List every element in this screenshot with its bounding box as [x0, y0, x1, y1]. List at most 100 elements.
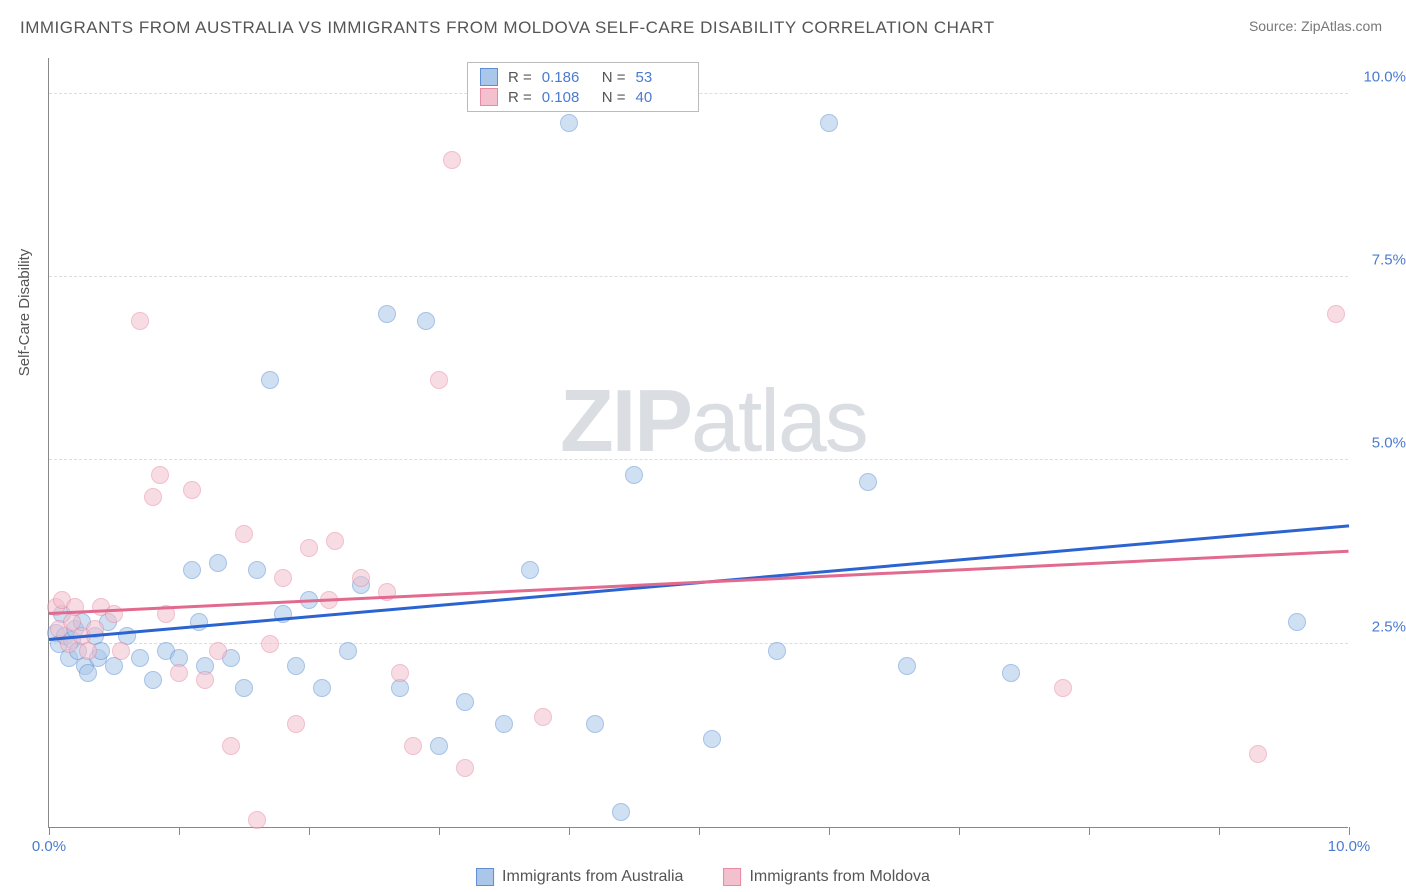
data-point [586, 715, 604, 733]
x-tick [699, 827, 700, 835]
legend-label: Immigrants from Moldova [749, 868, 930, 886]
y-axis-title: Self-Care Disability [16, 249, 33, 377]
data-point [151, 466, 169, 484]
stat-n-label: N = [602, 69, 626, 86]
data-point [287, 715, 305, 733]
data-point [456, 759, 474, 777]
data-point [430, 737, 448, 755]
data-point [378, 583, 396, 601]
y-tick-label: 10.0% [1363, 68, 1406, 85]
data-point [79, 642, 97, 660]
data-point [131, 649, 149, 667]
data-point [430, 371, 448, 389]
gridline [49, 276, 1348, 277]
x-tick-label: 10.0% [1328, 838, 1371, 855]
x-tick [1349, 827, 1350, 835]
data-point [768, 642, 786, 660]
data-point [183, 561, 201, 579]
y-tick-label: 7.5% [1372, 252, 1406, 269]
data-point [443, 151, 461, 169]
stats-legend-row: R = 0.186 N = 53 [480, 67, 686, 87]
stat-n-value: 40 [636, 89, 686, 106]
stat-r-label: R = [508, 69, 532, 86]
data-point [625, 466, 643, 484]
data-point [183, 481, 201, 499]
legend-swatch [480, 88, 498, 106]
stat-r-value: 0.108 [542, 89, 592, 106]
x-tick [439, 827, 440, 835]
data-point [859, 473, 877, 491]
x-tick [1219, 827, 1220, 835]
data-point [703, 730, 721, 748]
x-tick [179, 827, 180, 835]
data-point [209, 642, 227, 660]
x-tick [309, 827, 310, 835]
data-point [1054, 679, 1072, 697]
x-tick [959, 827, 960, 835]
data-point [495, 715, 513, 733]
trend-line [49, 550, 1349, 615]
data-point [404, 737, 422, 755]
data-point [235, 679, 253, 697]
stat-r-value: 0.186 [542, 69, 592, 86]
data-point [222, 737, 240, 755]
x-tick [829, 827, 830, 835]
data-point [248, 811, 266, 829]
chart-title: IMMIGRANTS FROM AUSTRALIA VS IMMIGRANTS … [20, 18, 995, 38]
stat-n-label: N = [602, 89, 626, 106]
legend-swatch [476, 868, 494, 886]
data-point [1327, 305, 1345, 323]
data-point [235, 525, 253, 543]
stat-r-label: R = [508, 89, 532, 106]
data-point [521, 561, 539, 579]
data-point [274, 569, 292, 587]
legend-swatch [480, 68, 498, 86]
data-point [898, 657, 916, 675]
gridline [49, 459, 1348, 460]
scatter-plot: 10.0%7.5%5.0%2.5%0.0%10.0%R =0.186N =53R… [48, 58, 1348, 828]
x-tick [49, 827, 50, 835]
y-tick-label: 5.0% [1372, 435, 1406, 452]
data-point [456, 693, 474, 711]
data-point [378, 305, 396, 323]
data-point [287, 657, 305, 675]
data-point [534, 708, 552, 726]
bottom-legend: Immigrants from Australia Immigrants from… [476, 868, 930, 886]
data-point [313, 679, 331, 697]
source-attribution: Source: ZipAtlas.com [1249, 18, 1382, 34]
data-point [1288, 613, 1306, 631]
gridline [49, 643, 1348, 644]
data-point [144, 671, 162, 689]
data-point [261, 635, 279, 653]
data-point [1002, 664, 1020, 682]
legend-swatch [723, 868, 741, 886]
x-tick [1089, 827, 1090, 835]
stat-n-value: 53 [636, 69, 686, 86]
data-point [209, 554, 227, 572]
data-point [326, 532, 344, 550]
data-point [560, 114, 578, 132]
data-point [196, 671, 214, 689]
legend-item: Immigrants from Australia [476, 868, 683, 886]
data-point [352, 569, 370, 587]
legend-label: Immigrants from Australia [502, 868, 683, 886]
data-point [391, 664, 409, 682]
legend-item: Immigrants from Moldova [723, 868, 930, 886]
data-point [131, 312, 149, 330]
x-tick-label: 0.0% [32, 838, 66, 855]
data-point [339, 642, 357, 660]
stats-legend: R = 0.186 N = 53 R = 0.108 N = 40 [467, 62, 699, 112]
data-point [820, 114, 838, 132]
data-point [612, 803, 630, 821]
data-point [144, 488, 162, 506]
data-point [170, 664, 188, 682]
data-point [248, 561, 266, 579]
data-point [417, 312, 435, 330]
data-point [274, 605, 292, 623]
data-point [261, 371, 279, 389]
x-tick [569, 827, 570, 835]
data-point [1249, 745, 1267, 763]
y-tick-label: 2.5% [1372, 618, 1406, 635]
stats-legend-row: R = 0.108 N = 40 [480, 87, 686, 107]
data-point [112, 642, 130, 660]
